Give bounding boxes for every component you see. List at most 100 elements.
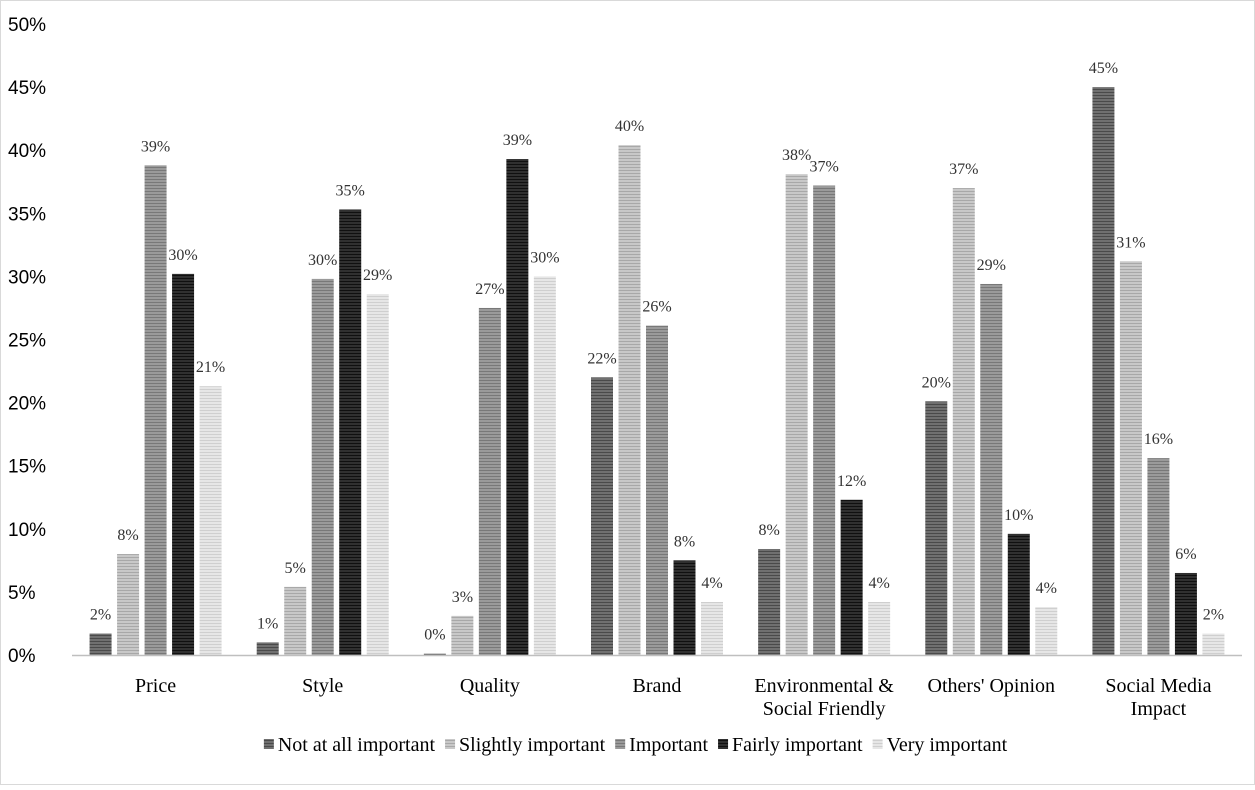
data-label: 16% xyxy=(1144,431,1173,448)
bars xyxy=(89,87,1225,656)
bar xyxy=(284,586,307,655)
x-tick-label: Impact xyxy=(1131,698,1187,720)
x-tick-label: Environmental & xyxy=(754,675,894,697)
data-label: 3% xyxy=(452,589,473,606)
x-tick-label: Price xyxy=(135,675,176,697)
y-tick-label: 45% xyxy=(8,78,46,99)
legend-label: Not at all important xyxy=(278,734,436,756)
x-tick-label: Social Media xyxy=(1105,675,1211,697)
bar xyxy=(1174,572,1197,655)
data-label: 30% xyxy=(168,247,197,264)
data-label: 2% xyxy=(90,607,111,624)
bar xyxy=(339,209,362,655)
bar xyxy=(172,273,195,655)
bar xyxy=(1202,633,1225,655)
legend-label: Fairly important xyxy=(732,734,863,756)
data-label: 30% xyxy=(308,252,337,269)
bar xyxy=(1147,458,1170,655)
bar xyxy=(89,633,112,655)
data-label: 8% xyxy=(117,527,138,544)
data-label: 35% xyxy=(336,183,365,200)
x-tick-label: Others' Opinion xyxy=(928,675,1055,697)
y-tick-label: 10% xyxy=(8,520,46,541)
x-axis: Price Style Quality Brand Environmental &Soc… xyxy=(72,654,1242,720)
data-label: 37% xyxy=(949,161,978,178)
bar xyxy=(144,165,167,655)
bar xyxy=(1007,533,1030,655)
legend-swatch xyxy=(263,739,274,749)
bar xyxy=(785,174,808,656)
data-label: 4% xyxy=(701,575,722,592)
bar xyxy=(840,499,863,655)
data-label: 4% xyxy=(868,575,889,592)
bar xyxy=(506,159,529,655)
legend-swatch xyxy=(445,739,456,749)
legend-label: Slightly important xyxy=(459,734,606,756)
bar xyxy=(980,283,1003,655)
bar xyxy=(451,615,474,655)
data-label: 22% xyxy=(587,350,616,367)
y-tick-label: 50% xyxy=(8,15,46,36)
data-label: 37% xyxy=(809,159,838,176)
legend-swatch xyxy=(718,739,729,749)
bar xyxy=(117,554,140,655)
x-tick-label: Social Friendly xyxy=(763,698,886,720)
data-label: 29% xyxy=(363,267,392,284)
data-label: 39% xyxy=(141,138,170,155)
bar xyxy=(1092,87,1115,656)
data-label: 31% xyxy=(1116,234,1145,251)
bar xyxy=(673,560,696,655)
data-label: 1% xyxy=(257,615,278,632)
legend-label: Very important xyxy=(887,734,1008,756)
data-label: 26% xyxy=(642,299,671,316)
bar xyxy=(533,276,556,655)
bar xyxy=(1119,261,1142,655)
bar xyxy=(1035,607,1058,655)
data-label: 40% xyxy=(615,118,644,135)
data-label: 30% xyxy=(530,249,559,266)
data-label: 29% xyxy=(977,257,1006,274)
data-labels: 2% 8% 39% 30% 21% 1% 5% 30% 35% 29% 0% 3% 27% 39% 30% 2… xyxy=(90,60,1224,644)
bar xyxy=(701,601,723,655)
legend: Not at all important Slightly important Im… xyxy=(263,734,1008,756)
bar xyxy=(646,325,668,655)
data-label: 8% xyxy=(758,522,779,539)
y-tick-label: 30% xyxy=(8,267,46,288)
bar xyxy=(423,653,446,655)
data-label: 2% xyxy=(1203,607,1224,624)
data-label: 5% xyxy=(285,560,306,577)
legend-swatch xyxy=(872,739,883,749)
data-label: 10% xyxy=(1004,507,1033,524)
bar xyxy=(758,548,781,655)
data-label: 45% xyxy=(1089,60,1118,77)
y-tick-label: 35% xyxy=(8,204,46,225)
data-label: 0% xyxy=(424,627,445,644)
y-tick-label: 20% xyxy=(8,394,46,415)
data-label: 8% xyxy=(674,533,695,550)
data-label: 4% xyxy=(1036,580,1057,597)
y-tick-label: 5% xyxy=(8,583,36,604)
legend-swatch xyxy=(615,739,626,749)
y-axis: 0% 5% 10% 15% 20% 25% 30% 35% 40% 45% 50% xyxy=(8,15,46,667)
x-tick-label: Brand xyxy=(633,675,682,697)
bar xyxy=(813,185,836,655)
x-tick-label: Style xyxy=(302,675,343,697)
data-label: 12% xyxy=(837,473,866,490)
bar xyxy=(366,294,389,655)
bar xyxy=(478,307,501,655)
bar xyxy=(868,601,891,655)
data-label: 27% xyxy=(475,281,504,298)
bar xyxy=(618,145,641,656)
bar xyxy=(199,386,222,655)
legend-label: Important xyxy=(629,734,708,756)
data-label: 21% xyxy=(196,359,225,376)
x-tick-label: Quality xyxy=(460,675,520,697)
y-tick-label: 25% xyxy=(8,331,46,352)
bar xyxy=(311,278,334,655)
bar xyxy=(952,188,975,655)
bar xyxy=(925,401,948,655)
data-label: 38% xyxy=(782,147,811,164)
data-label: 20% xyxy=(922,374,951,391)
